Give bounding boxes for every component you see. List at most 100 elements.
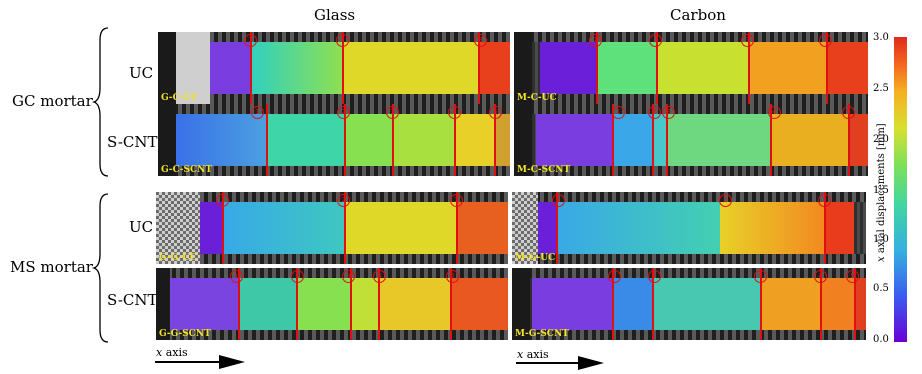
crack-line — [392, 104, 394, 176]
displacement-segment — [200, 202, 222, 254]
x-axis-label-carbon: x axis — [517, 348, 549, 361]
displacement-segment — [450, 278, 508, 330]
panel-m-c-scnt: 1 2 3 4 5 M-C-SCNT — [514, 104, 868, 176]
brace-gc — [92, 27, 109, 177]
crack-line — [238, 268, 240, 340]
crack-line — [454, 104, 456, 176]
row-label-gc-scnt: S-CNT — [107, 133, 158, 151]
crack-line — [820, 268, 822, 340]
crack-marker: 2 — [337, 194, 350, 207]
crack-marker: 4 — [448, 106, 461, 119]
crack-line — [666, 104, 668, 176]
crack-marker: 1 — [216, 194, 229, 207]
panel-g-c-uc: 1 2 3 G-C-UC — [158, 32, 510, 104]
crack-marker: 5 — [489, 106, 502, 119]
crack-marker: 2 — [648, 270, 661, 283]
crack-marker: 1 — [251, 106, 264, 119]
crack-marker: 4 — [819, 34, 832, 47]
displacement-segment — [532, 278, 612, 330]
displacement-segment — [656, 42, 748, 94]
crack-marker: 2 — [336, 34, 349, 47]
specimen-label: M-C-SCNT — [517, 165, 571, 175]
column-header-carbon: Carbon — [670, 6, 726, 24]
displacement-segment — [854, 278, 866, 330]
displacement-segment — [824, 202, 854, 254]
crack-marker: 5 — [842, 106, 855, 119]
crack-marker: 2 — [649, 34, 662, 47]
panel-g-g-uc: 1 2 3 G-G-UC — [156, 192, 508, 264]
column-header-glass: Glass — [314, 6, 356, 24]
crack-marker: 1 — [612, 106, 625, 119]
crack-line — [556, 192, 558, 264]
group-label-ms-mortar: MS mortar — [10, 258, 93, 276]
crack-line — [342, 32, 344, 104]
displacement-segment — [652, 114, 666, 166]
crack-marker: 1 — [552, 194, 565, 207]
specimen-label: M-G-UC — [515, 253, 556, 263]
displacement-segment — [344, 202, 456, 254]
specimen-label: G-G-UC — [159, 253, 198, 263]
crack-marker: 1 — [608, 270, 621, 283]
displacement-segment — [210, 42, 250, 94]
colorbar-tick: 2.5 — [873, 83, 889, 94]
x-axis-arrowhead-carbon — [578, 356, 604, 370]
displacement-segment — [266, 114, 344, 166]
colorbar-tick: 1.5 — [873, 185, 889, 196]
crack-line — [344, 104, 346, 176]
crack-marker: 4 — [768, 106, 781, 119]
displacement-segment — [478, 42, 510, 94]
colorbar — [894, 37, 907, 342]
crack-line — [824, 192, 826, 264]
displacement-segment — [748, 42, 826, 94]
displacement-segment — [176, 114, 266, 166]
panel-g-c-scnt: 1 2 3 4 5 G-C-SCNT — [158, 104, 510, 176]
displacement-segment — [494, 114, 510, 166]
displacement-segment — [652, 278, 760, 330]
colorbar-tick: 1.0 — [873, 234, 889, 245]
crack-line — [266, 104, 268, 176]
specimen-label: G-G-SCNT — [159, 329, 211, 339]
displacement-segment — [344, 114, 392, 166]
crack-line — [456, 192, 458, 264]
displacement-segment — [222, 202, 344, 254]
displacement-segment — [666, 114, 770, 166]
crack-line — [748, 32, 750, 104]
colorbar-title: x axial displacements [mm] — [876, 123, 887, 262]
crack-marker: 3 — [450, 194, 463, 207]
panel-g-g-scnt: 1 2 3 4 5 G-G-SCNT — [156, 268, 508, 340]
displacement-segment — [538, 202, 556, 254]
crack-marker: 3 — [386, 106, 399, 119]
crack-marker: 3 — [754, 270, 767, 283]
crack-marker: 5 — [846, 270, 859, 283]
crack-line — [250, 32, 252, 104]
displacement-segment — [826, 42, 868, 94]
displacement-segment — [612, 278, 652, 330]
panel-m-c-uc: 1 2 3 4 M-C-UC — [514, 32, 868, 104]
crack-line — [612, 268, 614, 340]
crack-line — [494, 104, 496, 176]
displacement-segment — [820, 278, 854, 330]
crack-line — [378, 268, 380, 340]
displacement-segment — [392, 114, 454, 166]
displacement-segment — [454, 114, 494, 166]
crack-marker: 4 — [373, 270, 386, 283]
displacement-segment — [342, 42, 478, 94]
crack-marker: 3 — [662, 106, 675, 119]
crack-marker: 3 — [741, 34, 754, 47]
displacement-segment — [238, 278, 296, 330]
row-label-ms-scnt: S-CNT — [107, 291, 158, 309]
crack-line — [296, 268, 298, 340]
brace-ms — [92, 193, 109, 343]
colorbar-tick: 0.0 — [873, 334, 889, 345]
displacement-segment — [170, 278, 238, 330]
crack-marker: 1 — [589, 34, 602, 47]
colorbar-tick: 2.0 — [873, 134, 889, 145]
crack-line — [612, 104, 614, 176]
crack-marker: 2 — [337, 106, 350, 119]
displacement-segment — [770, 114, 848, 166]
crack-marker: 1 — [230, 270, 243, 283]
row-label-ms-uc: UC — [129, 218, 154, 236]
x-axis-arrowhead-glass — [219, 355, 245, 369]
crack-marker: 2 — [291, 270, 304, 283]
specimen-label: M-G-SCNT — [515, 329, 569, 339]
